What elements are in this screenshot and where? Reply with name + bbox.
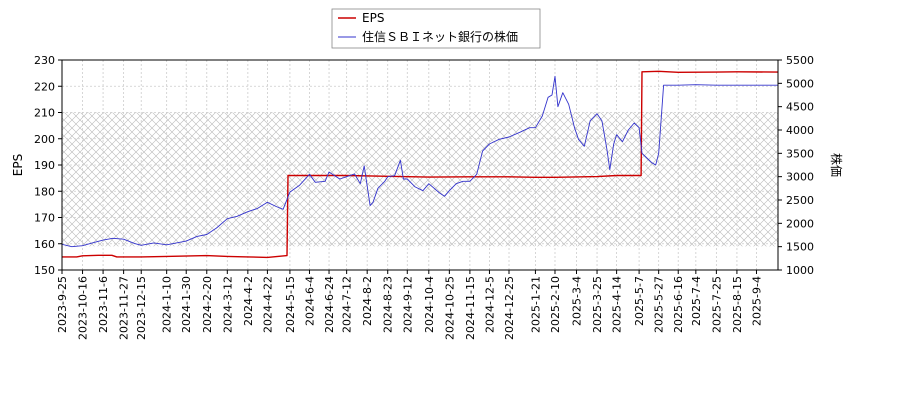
right-tick-label: 1500 xyxy=(786,241,814,254)
left-tick-label: 220 xyxy=(34,80,55,93)
price-line xyxy=(62,75,778,248)
x-tick-label: 2024-2-20 xyxy=(201,276,214,333)
legend-label-price: 住信ＳＢＩネット銀行の株価 xyxy=(362,29,518,44)
right-tick-label: 2500 xyxy=(786,194,814,207)
x-tick-label: 2024-8-23 xyxy=(382,276,395,333)
x-tick-label: 2024-11-15 xyxy=(464,276,477,340)
right-axis-label: 株価 xyxy=(829,153,844,177)
x-tick-label: 2023-9-25 xyxy=(56,276,69,333)
x-tick-label: 2025-1-21 xyxy=(529,276,542,333)
x-tick-label: 2023-12-15 xyxy=(135,276,148,340)
eps-line xyxy=(62,70,778,259)
x-tick-label: 2025-2-10 xyxy=(549,276,562,333)
left-tick-label: 180 xyxy=(34,185,55,198)
x-tick-label: 2024-3-12 xyxy=(221,276,234,333)
right-tick-label: 5500 xyxy=(786,54,814,67)
x-axis-ticks: 2023-9-25 2023-10-16 2023-11-6 2023-11-27 20… xyxy=(56,270,763,340)
x-tick-label: 2025-8-15 xyxy=(731,276,744,333)
x-tick-label: 2024-4-2 xyxy=(242,276,255,326)
legend-label-eps: EPS xyxy=(362,11,384,25)
x-tick-label: 2024-7-12 xyxy=(341,276,354,333)
right-tick-label: 5000 xyxy=(786,77,814,90)
x-tick-label: 2025-5-7 xyxy=(633,276,646,326)
x-tick-label: 2024-4-22 xyxy=(261,276,274,333)
left-tick-label: 210 xyxy=(34,107,55,120)
x-tick-label: 2023-11-6 xyxy=(97,276,110,333)
x-tick-label: 2025-4-14 xyxy=(611,276,624,333)
x-tick-label: 2023-10-16 xyxy=(77,276,90,340)
left-tick-label: 200 xyxy=(34,133,55,146)
left-tick-label: 170 xyxy=(34,212,55,225)
right-tick-label: 1000 xyxy=(786,264,814,277)
left-tick-label: 230 xyxy=(34,54,55,67)
x-tick-label: 2025-9-4 xyxy=(750,276,763,326)
x-tick-label: 2025-7-4 xyxy=(690,276,703,326)
x-tick-label: 2024-6-24 xyxy=(323,276,336,333)
x-tick-label: 2024-10-25 xyxy=(443,276,456,340)
x-tick-label: 2024-10-4 xyxy=(423,276,436,333)
x-tick-label: 2024-1-30 xyxy=(180,276,193,333)
right-tick-label: 4500 xyxy=(786,101,814,114)
hatched-band xyxy=(62,112,778,247)
right-tick-label: 2000 xyxy=(786,217,814,230)
x-tick-label: 2024-6-4 xyxy=(303,276,316,326)
right-tick-label: 3000 xyxy=(786,171,814,184)
x-tick-label: 2024-5-15 xyxy=(284,276,297,333)
x-tick-label: 2025-7-25 xyxy=(710,276,723,333)
series-lines xyxy=(62,70,778,259)
x-tick-label: 2024-1-10 xyxy=(161,276,174,333)
x-tick-label: 2024-12-5 xyxy=(483,276,496,333)
legend: EPS 住信ＳＢＩネット銀行の株価 xyxy=(331,8,541,49)
x-tick-label: 2025-3-25 xyxy=(591,276,604,333)
x-tick-label: 2025-3-4 xyxy=(571,276,584,326)
left-axis-label: EPS xyxy=(11,154,25,176)
left-tick-label: 150 xyxy=(34,264,55,277)
x-tick-label: 2025-5-27 xyxy=(653,276,666,333)
right-axis-ticks: 1000 1500 2000 2500 3000 3500 4000 4500 5000 5500 xyxy=(778,54,814,277)
x-tick-label: 2024-12-25 xyxy=(503,276,516,340)
right-tick-label: 3500 xyxy=(786,147,814,160)
right-tick-label: 4000 xyxy=(786,124,814,137)
grid-lines xyxy=(61,59,778,271)
x-tick-label: 2023-11-27 xyxy=(118,276,131,340)
x-tick-label: 2025-6-16 xyxy=(672,276,685,333)
left-axis-ticks: 150 160 170 180 190 200 210 220 230 xyxy=(34,54,62,277)
legend-box xyxy=(331,8,541,49)
left-tick-label: 160 xyxy=(34,238,55,251)
x-tick-label: 2024-8-2 xyxy=(361,276,374,326)
left-tick-label: 190 xyxy=(34,159,55,172)
x-tick-label: 2024-9-12 xyxy=(401,276,414,333)
